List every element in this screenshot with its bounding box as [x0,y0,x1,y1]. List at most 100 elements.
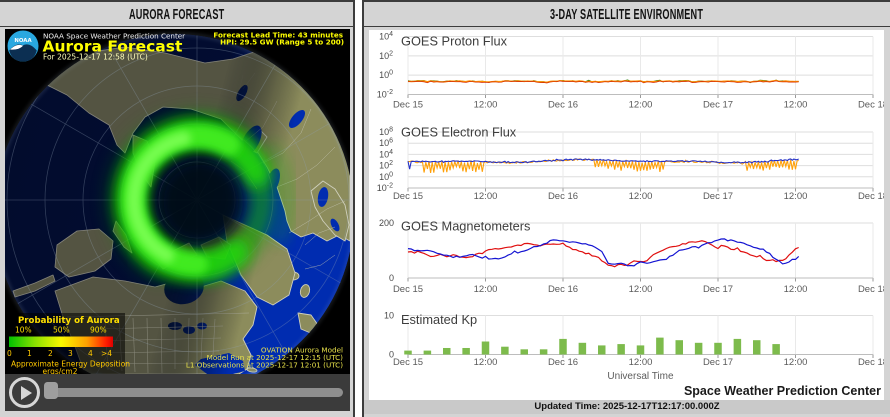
kp-bar [772,344,780,355]
chart-title: Estimated Kp [401,312,477,327]
chart-title: GOES Magnetometers [401,219,530,234]
credit-l1-observations: L1 Observations at 2025-12-17 12:01 (UTC… [186,361,343,370]
legend-title: Probability of Aurora [18,316,120,326]
kp-bar [539,349,548,355]
kp-bar [617,344,625,355]
x-tick-label: 12:00 [474,191,498,202]
credit-ovation: OVATION Aurora Model [261,346,343,355]
y-tick-label: 10-2 [377,89,393,100]
x-tick-label: Dec 18 [858,100,884,111]
map-title: Aurora Forecast [43,38,183,56]
x-tick-label: Dec 17 [703,100,733,111]
x-tick-label: Dec 18 [858,284,884,295]
x-tick-label: Dec 17 [703,284,733,295]
x-tick-label: 12:00 [474,284,498,295]
aurora-oval [110,113,295,281]
kp-bar [520,349,528,355]
kp-bar [559,338,567,355]
y-tick-label: 10 [384,311,394,321]
legend-pct-90: 90% [90,326,107,335]
aurora-forecast-title: AURORA FORECAST [128,7,225,23]
legend-scale-1: 1 [27,349,32,358]
kp-bar [675,340,683,355]
series-mag-red [407,240,799,268]
y-tick-label: 108 [379,127,393,138]
kp-bar [462,347,470,355]
kp-bar [598,345,606,355]
aurora-forecast-header: AURORA FORECAST [0,2,353,27]
x-tick-label: Dec 18 [858,191,884,202]
model-credits: OVATION Aurora Model Model Run at 2025-1… [186,346,343,370]
animation-slider-handle[interactable] [44,382,58,399]
y-tick-label: 200 [379,218,394,228]
series-electron-blue [407,158,799,170]
series-mag-blue [407,238,800,267]
x-tick-label: Dec 16 [548,357,578,368]
x-tick-label: 12:00 [784,357,808,368]
x-tick-label: 12:00 [474,357,498,368]
legend-scale-2: 2 [48,349,53,358]
x-tick-label: Dec 18 [858,357,884,368]
animation-slider-track[interactable] [51,388,343,397]
x-axis-title: Universal Time [607,371,674,382]
legend-pct-10: 10% [15,326,32,335]
x-tick-label: 12:00 [629,357,653,368]
satellite-environment-panel: 3-DAY SATELLITE ENVIRONMENT 104 102 100 10-… [362,0,890,417]
kp-bar [423,350,432,355]
y-tick-label: 0 [389,350,394,360]
noaa-logo: NOAA [7,30,39,62]
y-tick-label: 102 [379,50,393,61]
charts-container: 104 102 100 10-2 Dec 15 12:00 Dec 16 12:00 Dec 1… [369,30,884,400]
aurora-map-graphic: NOAA NOAA Space Weather Prediction Cente… [5,29,350,374]
x-tick-label: Dec 16 [548,100,578,111]
animation-player-bar [5,374,350,411]
chart-title: GOES Proton Flux [401,34,508,49]
x-tick-label: Dec 15 [393,357,423,368]
legend-scale-0: 0 [7,349,12,358]
x-tick-label: 12:00 [784,284,808,295]
aurora-forecast-panel: AURORA FORECAST [0,0,355,417]
x-tick-label: Dec 17 [703,357,733,368]
updated-time-bar: Updated Time: 2025-12-17T12:17:00.000Z [364,400,890,414]
credit-model-run: Model Run at 2025-12-17 12:15 (UTC) [207,353,344,362]
x-tick-label: Dec 17 [703,191,733,202]
kp-bar [481,341,490,355]
map-agency-line: NOAA Space Weather Prediction Center [43,32,185,41]
legend-scale-4: 4 [88,349,93,358]
legend-scale-3: 3 [68,349,73,358]
kp-bar [404,350,412,355]
y-tick-label: 0 [389,273,394,283]
kp-bar [636,345,645,355]
x-tick-label: Dec 16 [548,191,578,202]
swpc-credit: Space Weather Prediction Center [683,384,881,398]
satellite-environment-header: 3-DAY SATELLITE ENVIRONMENT [364,2,890,27]
play-icon [21,385,32,400]
x-tick-label: Dec 16 [548,284,578,295]
x-tick-label: 12:00 [784,100,808,111]
chart-title: GOES Electron Flux [401,125,517,140]
y-tick-label: 100 [379,171,393,182]
y-tick-label: 102 [379,160,393,171]
y-tick-label: 106 [379,138,393,149]
map-lead-time: Forecast Lead Time: 43 minutes [213,31,343,40]
legend-scale-4plus: >4 [101,349,112,358]
kp-bar [753,340,761,355]
aurora-map[interactable]: NOAA NOAA Space Weather Prediction Cente… [5,29,350,374]
x-tick-label: 12:00 [629,191,653,202]
map-subtitle: For 2025-12-17 12:58 (UTC) [43,53,148,62]
legend-pct-50: 50% [53,326,70,335]
updated-time-text: Updated Time: 2025-12-17T12:17:00.000Z [534,401,720,412]
kp-bar [733,338,742,355]
legend-caption-line2: ergs/cm2 [43,367,78,374]
x-tick-label: 12:00 [629,284,653,295]
series-proton-orange [408,79,799,84]
x-tick-label: Dec 15 [393,100,423,111]
x-tick-label: Dec 15 [393,191,423,202]
satellite-environment-title: 3-DAY SATELLITE ENVIRONMENT [550,7,704,23]
x-tick-label: 12:00 [474,100,498,111]
play-button[interactable] [9,377,40,408]
